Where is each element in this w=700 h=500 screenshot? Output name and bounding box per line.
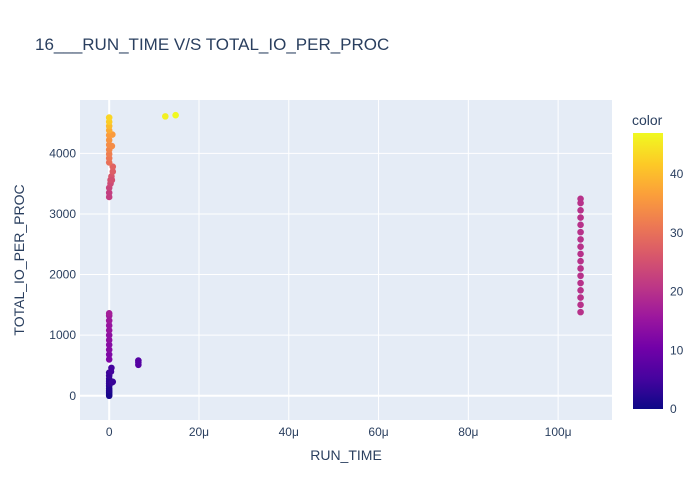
y-tick-label: 1000 [49,328,76,342]
plot-area [80,100,612,420]
data-point [577,272,584,280]
data-point [577,301,584,309]
data-point [105,336,113,344]
chart-title: 16___RUN_TIME V/S TOTAL_IO_PER_PROC [35,35,389,54]
colorbar [633,133,663,409]
y-tick-label: 0 [69,389,76,403]
y-axis-ticks: 0 1000 2000 3000 4000 [49,146,76,402]
data-point [577,236,584,243]
data-point [105,131,113,139]
data-point [577,308,584,316]
data-point [577,287,584,294]
data-point [108,176,116,184]
data-point [577,207,584,214]
x-tick-label: 20μ [189,425,209,439]
colorbar-title: color [632,112,663,128]
data-point [135,357,142,364]
y-tick-label: 4000 [49,146,76,160]
y-tick-label: 3000 [49,207,76,221]
data-point [105,356,113,363]
data-point [105,351,113,358]
data-point [577,228,584,236]
data-point [161,113,169,120]
y-axis-title: TOTAL_IO_PER_PROC [11,184,27,335]
data-point [108,142,116,150]
data-point [105,136,113,144]
data-point [577,250,584,258]
data-point [105,341,113,349]
x-tick-label: 40μ [279,425,299,439]
colorbar-tick-label: 30 [670,226,684,240]
data-points [105,111,584,400]
data-point [577,257,584,265]
colorbar-tick-label: 0 [670,402,677,416]
data-point [105,114,113,121]
data-point [577,294,584,301]
x-tick-label: 60μ [368,425,388,439]
data-point [109,168,117,175]
x-tick-label: 80μ [458,425,478,439]
x-axis-ticks: 0 20μ 40μ 60μ 80μ 100μ [106,425,572,439]
y-tick-label: 2000 [49,268,76,282]
grid-lines [80,100,612,420]
data-point [108,364,115,372]
data-point [105,327,113,334]
data-point [172,111,179,119]
data-point [105,322,113,329]
data-point [105,346,113,353]
x-axis-title: RUN_TIME [310,447,382,463]
data-point [105,317,113,324]
data-point [577,214,584,221]
x-tick-label: 100μ [545,425,572,439]
data-point [577,265,584,272]
data-point [105,310,113,317]
data-point [577,195,584,203]
data-point [577,221,584,229]
colorbar-tick-label: 20 [670,285,684,299]
colorbar-tick-label: 10 [670,343,684,357]
data-point [577,243,584,250]
data-point [105,331,113,339]
data-point [109,378,117,386]
x-tick-label: 0 [106,425,113,439]
colorbar-tick-label: 40 [670,167,684,181]
data-point [105,189,113,197]
data-point [577,279,584,287]
colorbar-ticks: 0 10 20 30 40 [670,167,684,416]
